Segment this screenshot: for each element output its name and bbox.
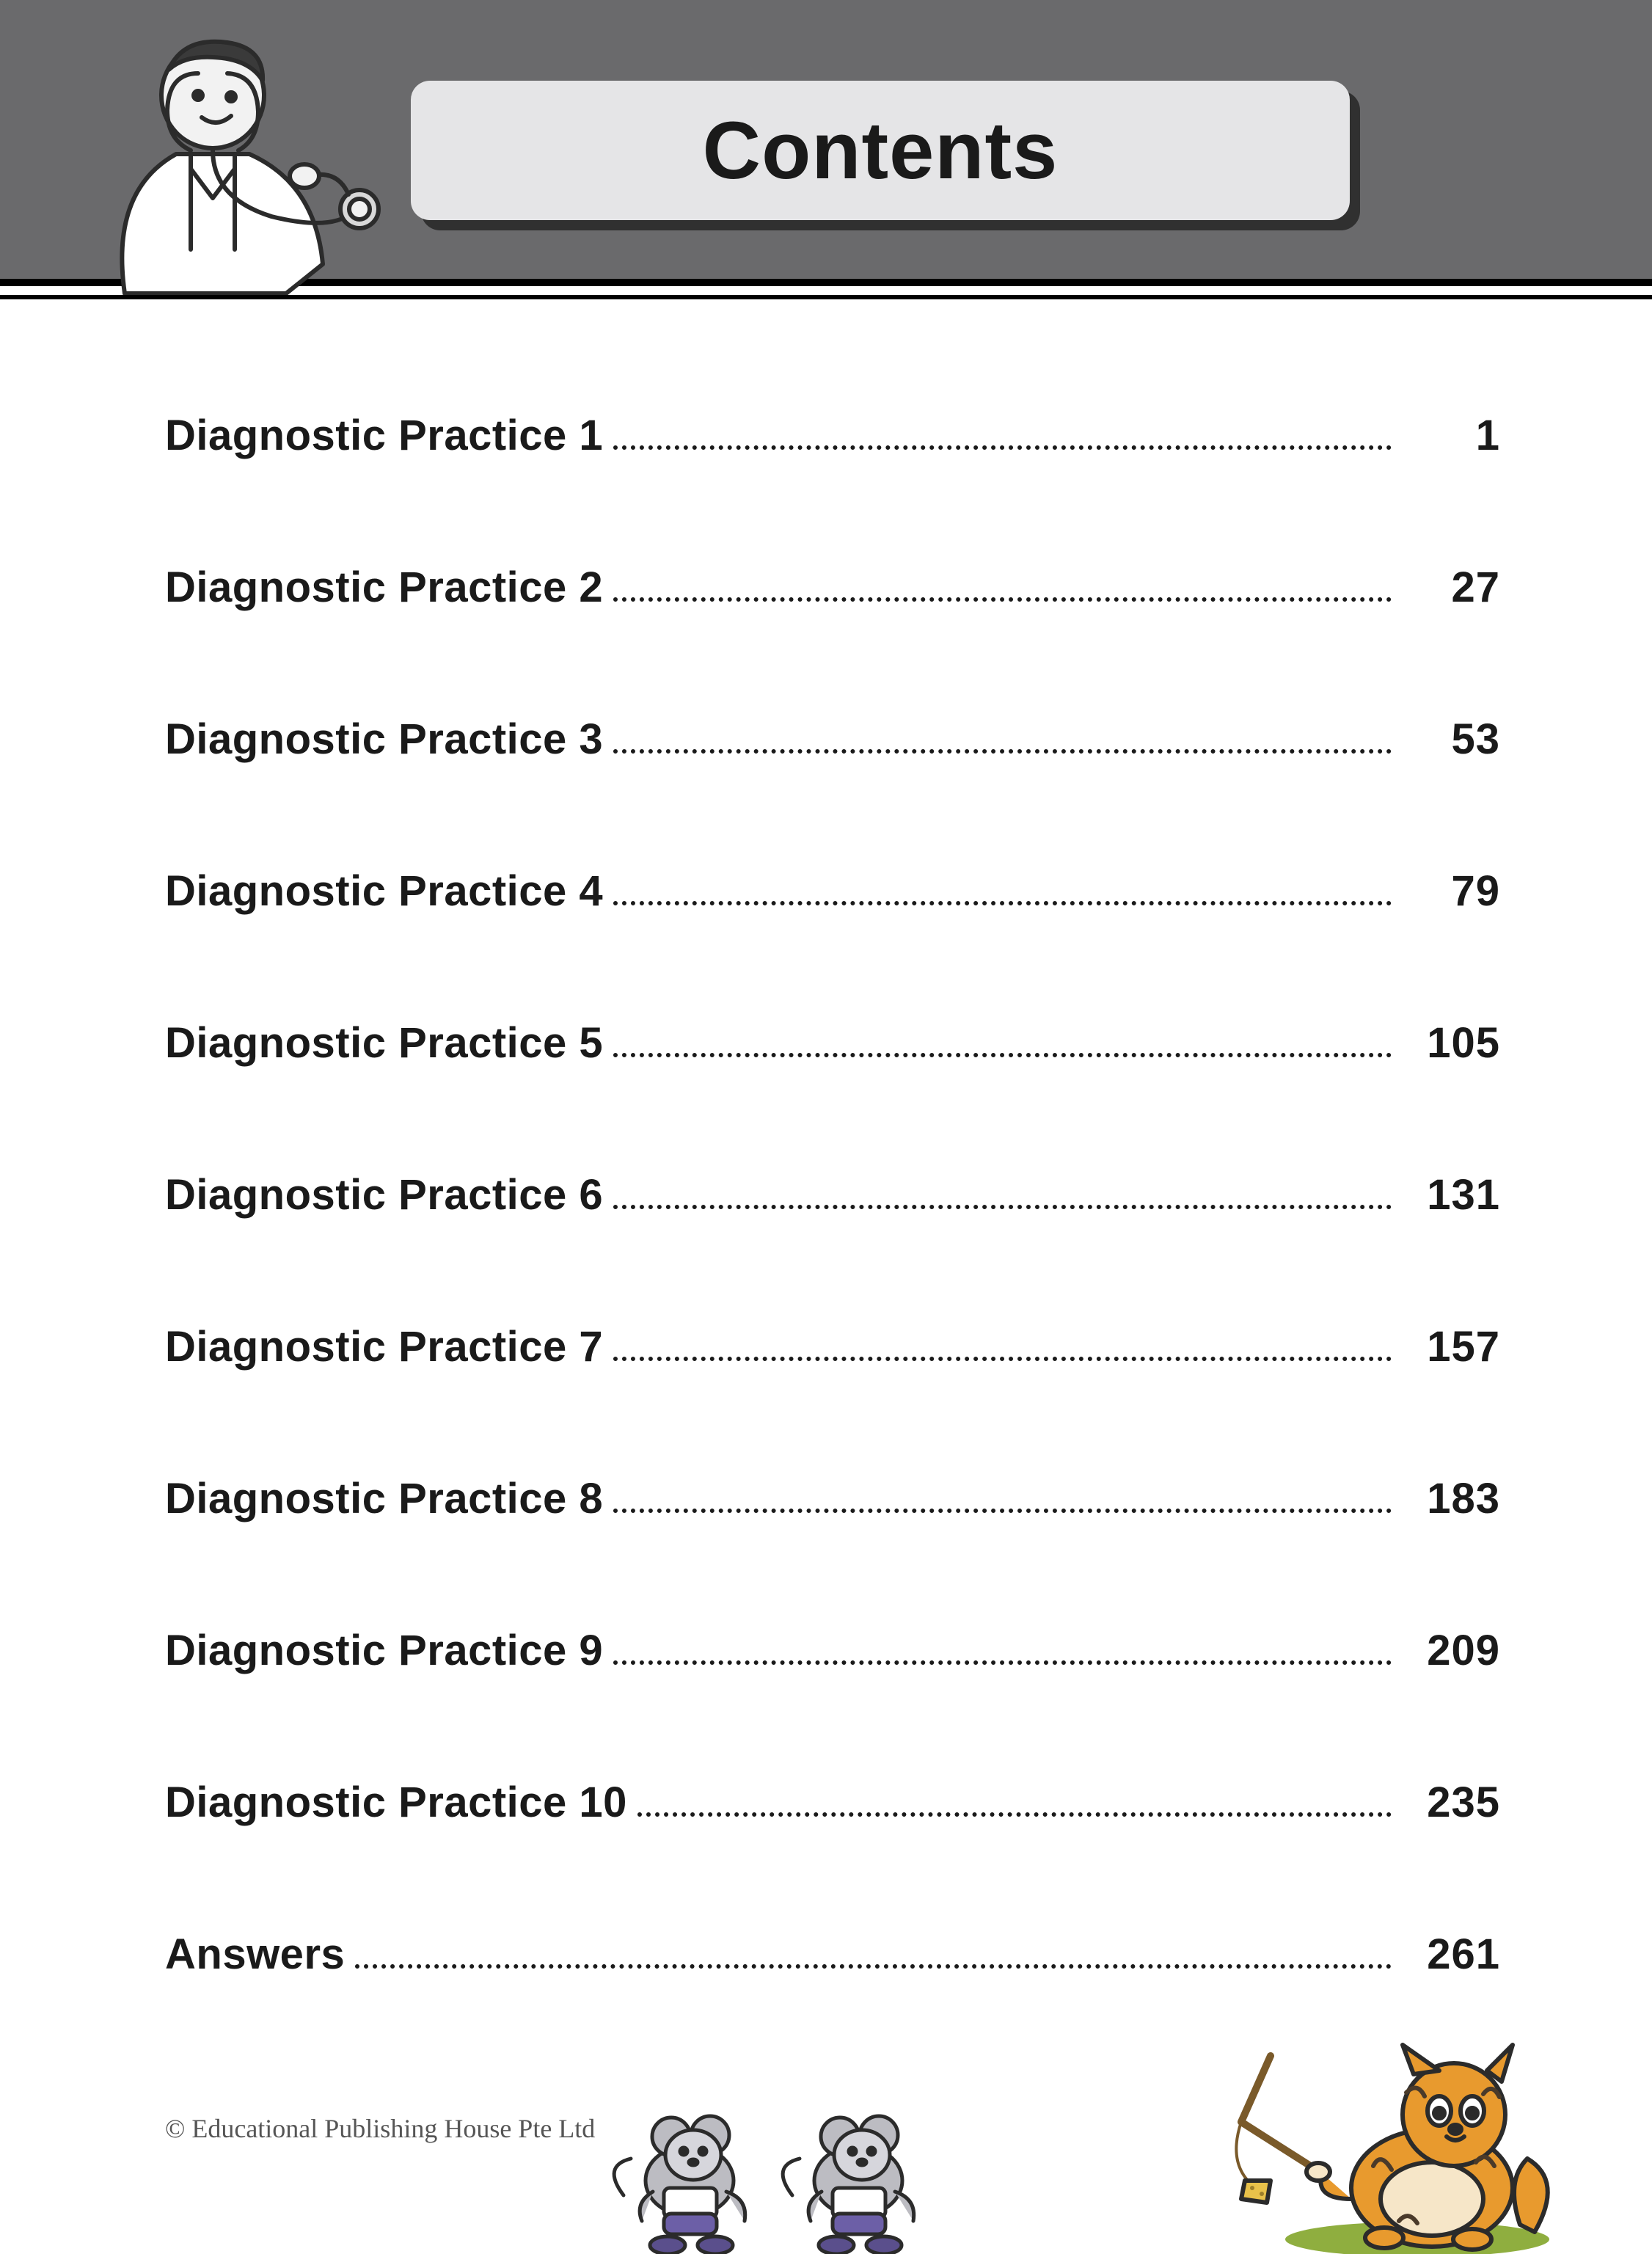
- toc-row: Diagnostic Practice 8 183: [165, 1474, 1500, 1523]
- copyright-footer: © Educational Publishing House Pte Ltd: [165, 2113, 595, 2144]
- toc-entry-page: 235: [1405, 1778, 1500, 1827]
- toc-entry-page: 183: [1405, 1474, 1500, 1523]
- toc-entry-page: 105: [1405, 1018, 1500, 1068]
- toc-entry-label: Diagnostic Practice 2: [165, 563, 603, 612]
- toc-row: Diagnostic Practice 9 209: [165, 1626, 1500, 1675]
- page-title: Contents: [703, 104, 1059, 197]
- doctor-illustration: [81, 29, 389, 308]
- toc-entry-page: 131: [1405, 1170, 1500, 1219]
- toc-entry-label: Diagnostic Practice 4: [165, 867, 603, 916]
- toc-leader-dots: [613, 1509, 1392, 1513]
- toc-entry-label: Diagnostic Practice 8: [165, 1474, 603, 1523]
- toc-entry-page: 53: [1405, 715, 1500, 764]
- toc-entry-page: 27: [1405, 563, 1500, 612]
- toc-row: Answers 261: [165, 1930, 1500, 1979]
- toc-entry-label: Diagnostic Practice 1: [165, 411, 603, 460]
- toc-entry-page: 1: [1405, 411, 1500, 460]
- toc-row: Diagnostic Practice 4 79: [165, 867, 1500, 916]
- toc-leader-dots: [613, 445, 1392, 450]
- toc-leader-dots: [613, 1357, 1392, 1361]
- toc-row: Diagnostic Practice 10 235: [165, 1778, 1500, 1827]
- toc-entry-label: Diagnostic Practice 7: [165, 1322, 603, 1371]
- toc-entry-label: Diagnostic Practice 5: [165, 1018, 603, 1068]
- toc-row: Diagnostic Practice 2 27: [165, 563, 1500, 612]
- cat-illustration: [1227, 2034, 1564, 2254]
- toc-entry-page: 261: [1405, 1930, 1500, 1979]
- table-of-contents: Diagnostic Practice 11Diagnostic Practic…: [165, 411, 1500, 2082]
- mice-illustration: [602, 2085, 968, 2254]
- toc-row: Diagnostic Practice 1 1: [165, 411, 1500, 460]
- toc-row: Diagnostic Practice 6 131: [165, 1170, 1500, 1219]
- toc-leader-dots: [355, 1964, 1392, 1969]
- toc-entry-label: Answers: [165, 1930, 345, 1979]
- toc-entry-label: Diagnostic Practice 10: [165, 1778, 627, 1827]
- toc-entry-page: 209: [1405, 1626, 1500, 1675]
- toc-leader-dots: [613, 901, 1392, 905]
- toc-row: Diagnostic Practice 3 53: [165, 715, 1500, 764]
- toc-entry-page: 157: [1405, 1322, 1500, 1371]
- toc-leader-dots: [613, 1205, 1392, 1209]
- toc-leader-dots: [613, 749, 1392, 754]
- toc-leader-dots: [613, 1660, 1392, 1665]
- title-plate: Contents: [411, 81, 1350, 220]
- toc-leader-dots: [613, 1053, 1392, 1057]
- toc-entry-label: Diagnostic Practice 9: [165, 1626, 603, 1675]
- toc-entry-label: Diagnostic Practice 3: [165, 715, 603, 764]
- toc-entry-label: Diagnostic Practice 6: [165, 1170, 603, 1219]
- toc-entry-page: 79: [1405, 867, 1500, 916]
- toc-leader-dots: [637, 1812, 1392, 1817]
- toc-row: Diagnostic Practice 5 105: [165, 1018, 1500, 1068]
- toc-row: Diagnostic Practice 7 157: [165, 1322, 1500, 1371]
- toc-leader-dots: [613, 597, 1392, 602]
- header-band: Contents: [0, 0, 1652, 286]
